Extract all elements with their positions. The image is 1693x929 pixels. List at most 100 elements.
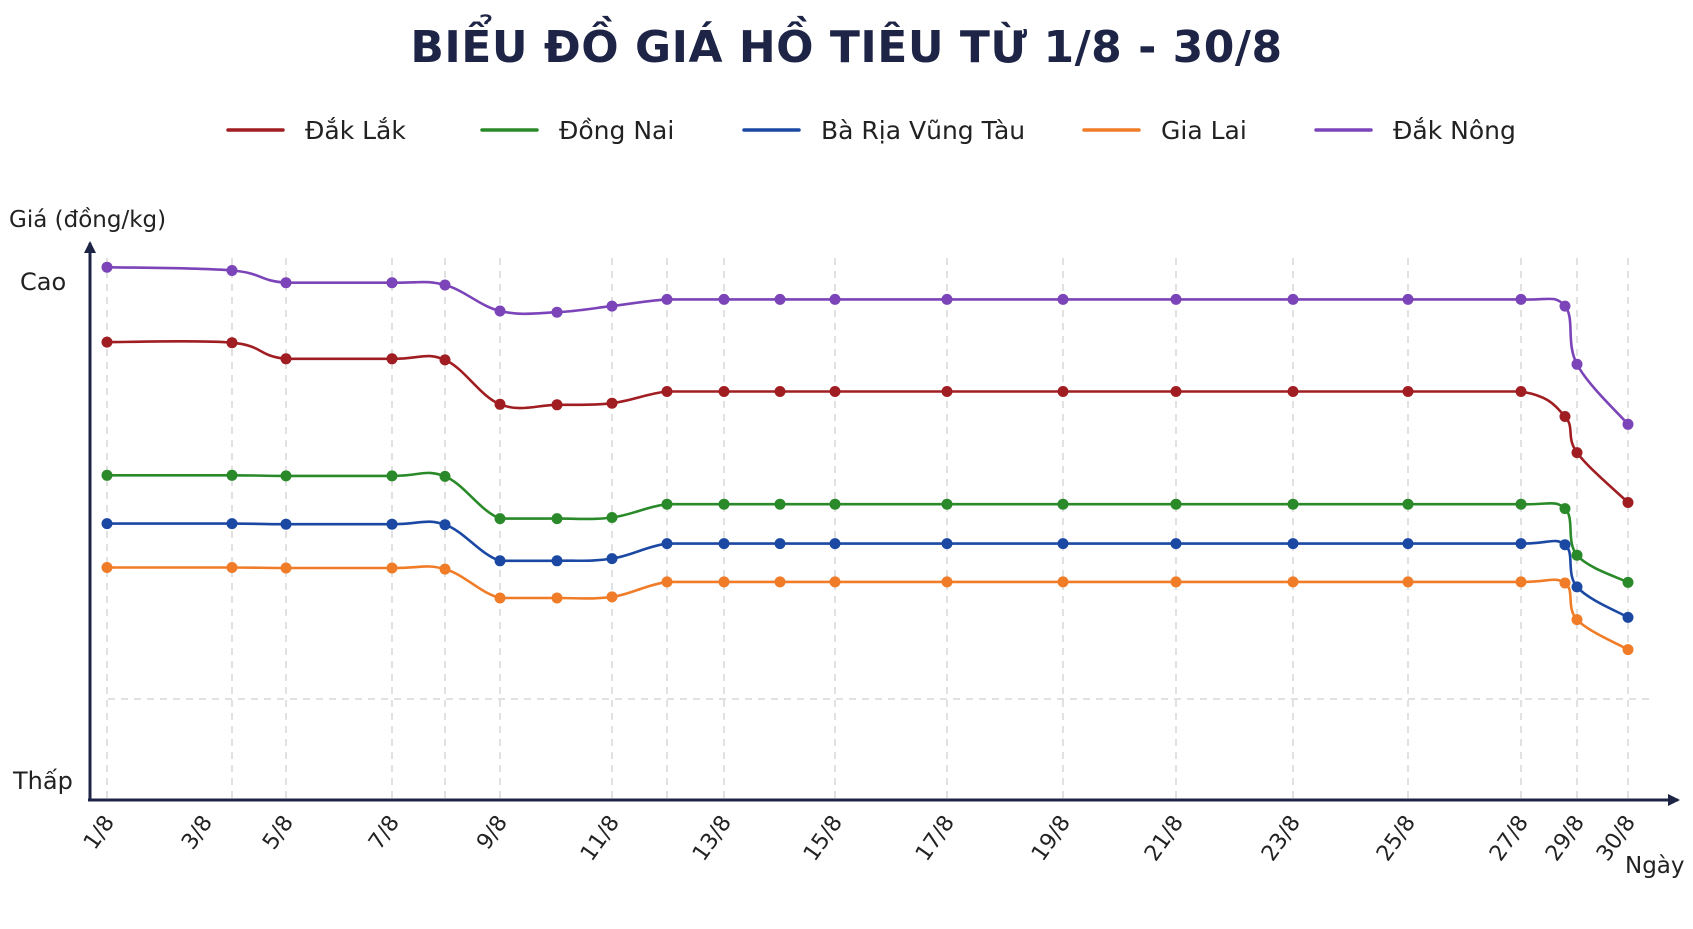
data-point: [774, 538, 786, 550]
data-point: [1515, 293, 1527, 305]
data-point: [774, 386, 786, 397]
series-points: [101, 261, 1634, 656]
data-point: [551, 306, 563, 318]
data-point: [1622, 576, 1634, 588]
data-point: [1057, 538, 1069, 550]
x-tick-label: 9/8: [472, 811, 513, 854]
data-point: [1402, 386, 1414, 397]
x-axis-label: Ngày: [1625, 853, 1685, 879]
data-point: [606, 591, 618, 603]
data-point: [1559, 503, 1571, 515]
data-point: [1622, 418, 1634, 430]
x-tick-label: 29/8: [1541, 811, 1590, 866]
data-point: [1170, 576, 1182, 588]
data-point: [494, 305, 506, 317]
chart-axes: Giá (đồng/kg) Cao Thấp Ngày: [9, 207, 1685, 879]
data-point: [1571, 549, 1583, 561]
data-point: [1170, 386, 1182, 397]
x-tick-labels: 1/8 3/8 5/8 7/8 9/8 11/8 13/8 15/8 17/8 19/8 21/8 2…: [79, 811, 1641, 866]
data-point: [718, 293, 730, 305]
data-point: [386, 470, 398, 482]
data-point: [1559, 300, 1571, 312]
data-point: [1622, 644, 1634, 656]
data-point: [606, 512, 618, 523]
chart-title: BIỂU ĐỒ GIÁ HỒ TIÊU TỪ 1/8 - 30/8: [410, 22, 1283, 73]
data-point: [941, 498, 953, 510]
data-point: [226, 265, 238, 276]
series-lines: [106, 265, 1629, 651]
data-point: [1057, 293, 1069, 305]
data-point: [1057, 576, 1069, 588]
data-point: [1287, 386, 1299, 397]
data-point: [661, 576, 673, 588]
data-point: [386, 353, 398, 365]
data-point: [1402, 576, 1414, 588]
data-point: [551, 555, 563, 567]
series-line: [107, 471, 1629, 584]
data-point: [829, 498, 841, 510]
data-point: [1287, 576, 1299, 588]
series-line: [107, 565, 1629, 651]
data-point: [1571, 447, 1583, 459]
y-high-label: Cao: [20, 268, 66, 296]
data-point: [661, 498, 673, 510]
data-point: [1287, 293, 1299, 305]
data-point: [1515, 386, 1527, 397]
data-point: [1402, 498, 1414, 510]
data-point: [1402, 293, 1414, 305]
data-point: [551, 399, 563, 411]
data-point: [386, 518, 398, 530]
data-point: [1622, 611, 1634, 623]
data-point: [494, 398, 506, 410]
data-point: [718, 498, 730, 510]
data-point: [718, 576, 730, 588]
data-point: [606, 300, 618, 312]
data-point: [280, 562, 292, 574]
x-tick-label: 27/8: [1485, 811, 1534, 866]
data-point: [606, 553, 618, 565]
data-point: [1571, 581, 1583, 593]
data-point: [1287, 538, 1299, 550]
data-point: [718, 386, 730, 397]
data-point: [1571, 358, 1583, 370]
data-point: [226, 469, 238, 481]
data-point: [829, 293, 841, 305]
legend-label: Đắk Lắk: [305, 116, 406, 145]
data-point: [226, 337, 238, 349]
legend-label: Bà Rịa Vũng Tàu: [821, 116, 1025, 145]
data-point: [280, 353, 292, 365]
series-line: [107, 520, 1629, 619]
data-point: [439, 519, 451, 531]
legend-label: Đắk Nông: [1393, 116, 1516, 145]
data-point: [101, 469, 113, 481]
data-point: [101, 261, 113, 273]
data-point: [280, 518, 292, 530]
data-point: [829, 386, 841, 397]
series-line: [106, 265, 1629, 426]
data-point: [1402, 538, 1414, 550]
x-tick-label: 13/8: [688, 811, 737, 866]
data-point: [1170, 538, 1182, 550]
series-line: [106, 339, 1629, 504]
x-tick-label: 7/8: [364, 811, 405, 854]
data-point: [1559, 539, 1571, 551]
data-point: [1170, 498, 1182, 510]
x-tick-label: 5/8: [258, 811, 299, 854]
data-point: [829, 538, 841, 550]
data-point: [1515, 498, 1527, 510]
legend-label: Gia Lai: [1161, 116, 1247, 145]
data-point: [661, 293, 673, 305]
data-point: [1559, 411, 1571, 422]
data-point: [606, 397, 618, 409]
data-point: [1559, 577, 1571, 589]
data-point: [829, 576, 841, 588]
data-point: [101, 336, 113, 348]
x-tick-label: 25/8: [1372, 811, 1421, 866]
x-tick-label: 15/8: [799, 811, 848, 866]
data-point: [551, 592, 563, 604]
data-point: [774, 576, 786, 588]
data-point: [941, 386, 953, 397]
x-tick-label: 23/8: [1257, 811, 1306, 866]
data-point: [494, 513, 506, 525]
